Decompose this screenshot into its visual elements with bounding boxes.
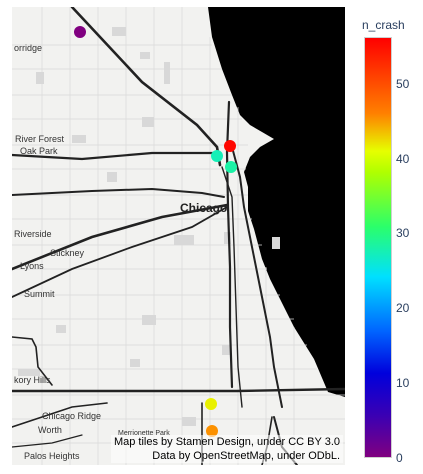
place-lyons: Lyons <box>20 261 44 271</box>
place-worth: Worth <box>38 425 62 435</box>
crash-marker[interactable] <box>206 425 218 437</box>
colorbar-tick-30: 30 <box>396 226 410 240</box>
colorbar-tick-50: 50 <box>396 77 410 91</box>
place-chicago-ridge: Chicago Ridge <box>42 411 101 421</box>
place-stickney: Stickney <box>50 248 85 258</box>
place-summit: Summit <box>24 289 55 299</box>
map-attribution: Map tiles by Stamen Design, under CC BY … <box>110 435 343 463</box>
lake-michigan <box>208 7 345 397</box>
highways <box>12 7 345 465</box>
place-merrionette-park: Merrionette Park <box>118 430 170 437</box>
place-orridge: orridge <box>14 43 42 53</box>
crash-marker[interactable] <box>74 26 86 38</box>
street-grid <box>12 7 345 465</box>
map-canvas: orridge River Forest Oak Park Chicago Ri… <box>12 7 345 465</box>
colorbar-title: n_crash <box>362 18 405 32</box>
crash-markers <box>74 26 237 437</box>
place-riverside: Riverside <box>14 229 52 239</box>
place-chicago: Chicago <box>180 201 227 215</box>
colorbar <box>364 37 392 458</box>
place-river-forest: River Forest <box>15 134 65 144</box>
attribution-line-1: Map tiles by Stamen Design, under CC BY … <box>113 436 340 448</box>
attribution-line-2: Data by OpenStreetMap, under ODbL. <box>152 450 340 462</box>
map-area[interactable]: orridge River Forest Oak Park Chicago Ri… <box>12 7 345 465</box>
place-oak-park: Oak Park <box>20 146 58 156</box>
crash-marker[interactable] <box>224 140 236 152</box>
crash-marker[interactable] <box>205 398 217 410</box>
crash-marker[interactable] <box>225 161 237 173</box>
colorbar-tick-20: 20 <box>396 301 410 315</box>
place-palos-heights: Palos Heights <box>24 451 80 461</box>
urban-blocks <box>18 27 280 426</box>
crash-marker[interactable] <box>211 150 223 162</box>
place-hickory-hills: kory Hills <box>14 375 51 385</box>
place-labels: orridge River Forest Oak Park Chicago Ri… <box>14 43 227 461</box>
colorbar-tick-0: 0 <box>396 451 403 465</box>
colorbar-tick-40: 40 <box>396 152 410 166</box>
colorbar-tick-10: 10 <box>396 376 410 390</box>
